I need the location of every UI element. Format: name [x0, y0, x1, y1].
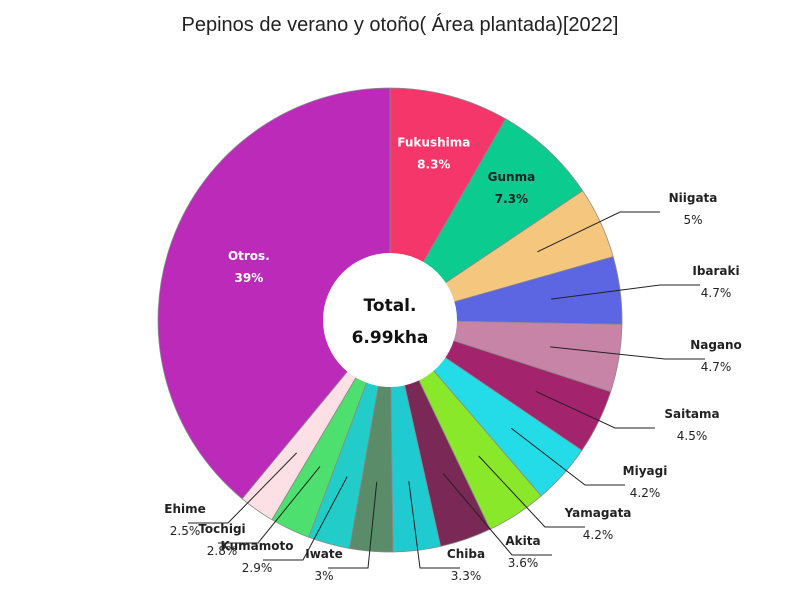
leader-line-nagano: [550, 346, 705, 360]
leader-line-tochigi: [218, 466, 321, 544]
chart-title: Pepinos de verano y otoño( Área plantada…: [181, 14, 619, 36]
center-total: 6.99kha: [352, 328, 429, 348]
leader-line-ehime: [188, 452, 297, 524]
slice-value-akita: 3.6%: [508, 556, 539, 570]
slice-label-chiba: Chiba: [447, 547, 485, 561]
leader-line-iwate: [328, 481, 378, 569]
slice-label-fukushima: Fukushima: [397, 136, 470, 150]
slice-label-yamagata: Yamagata: [564, 506, 632, 520]
slice-value-kumamoto: 2.9%: [242, 561, 273, 575]
slice-label-iwate: Iwate: [305, 547, 343, 561]
slice-label-kumamoto: Kumamoto: [221, 539, 294, 553]
slice-label-gunma: Gunma: [488, 170, 536, 184]
leader-line-kumamoto: [263, 476, 348, 561]
leader-line-miyagi: [510, 427, 625, 486]
slice-value-chiba: 3.3%: [451, 569, 482, 583]
slice-label-saitama: Saitama: [664, 407, 719, 421]
slice-value-yamagata: 4.2%: [583, 528, 614, 542]
slice-label-niigata: Niigata: [669, 191, 718, 205]
pie-slice-gunma[interactable]: [389, 118, 584, 321]
slice-label-ehime: Ehime: [164, 502, 206, 516]
leader-line-yamagata: [478, 455, 585, 528]
slice-value-ehime: 2.5%: [170, 524, 201, 538]
slice-label-ibaraki: Ibaraki: [692, 264, 739, 278]
leader-line-akita: [442, 473, 552, 556]
center-label: Total.: [364, 296, 417, 316]
slice-value-gunma: 7.3%: [495, 192, 528, 206]
slice-value-fukushima: 8.3%: [417, 158, 450, 172]
leader-line-niigata: [537, 211, 660, 253]
slice-value-tochigi: 2.8%: [207, 544, 238, 558]
center-hole: [323, 253, 457, 387]
leader-line-chiba: [408, 481, 460, 569]
slice-label-tochigi: Tochigi: [198, 522, 245, 536]
slice-value-miyagi: 4.2%: [630, 486, 661, 500]
slice-value-nagano: 4.7%: [701, 360, 732, 374]
slice-value-iwate: 3%: [314, 569, 333, 583]
slice-label-miyagi: Miyagi: [623, 464, 668, 478]
pie-slice-otros[interactable]: [157, 87, 391, 500]
leader-line-saitama: [535, 390, 655, 429]
slice-value-niigata: 5%: [683, 213, 702, 227]
leader-line-ibaraki: [550, 284, 700, 300]
slice-value-ibaraki: 4.7%: [701, 286, 732, 300]
slice-label-nagano: Nagano: [690, 338, 742, 352]
slice-label-akita: Akita: [505, 534, 540, 548]
slice-value-otros: 39%: [235, 271, 264, 285]
slice-label-otros: Otros.: [228, 249, 270, 263]
slice-value-saitama: 4.5%: [677, 429, 708, 443]
